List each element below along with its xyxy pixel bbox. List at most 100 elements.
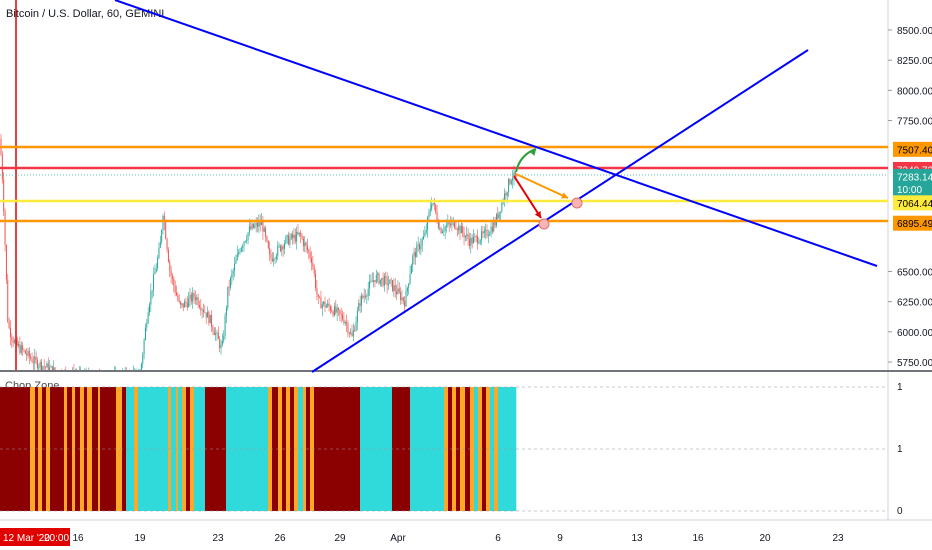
candle xyxy=(231,273,233,278)
time-tick-label: 16 xyxy=(72,533,84,544)
candle xyxy=(459,225,461,234)
candle xyxy=(305,242,307,246)
candle xyxy=(158,247,160,258)
candle xyxy=(348,332,350,334)
candle xyxy=(150,291,152,305)
candle xyxy=(464,235,466,238)
candle xyxy=(333,306,335,316)
candle xyxy=(373,280,375,282)
candle xyxy=(224,315,226,336)
candle xyxy=(448,222,450,224)
candle xyxy=(242,246,244,248)
candle xyxy=(262,221,264,232)
price-label-box xyxy=(893,181,932,197)
candle xyxy=(356,310,358,323)
candle xyxy=(456,229,458,231)
candle xyxy=(378,273,380,284)
candle xyxy=(510,180,512,184)
price-tick-label: 6250.00 xyxy=(897,298,932,309)
chop-zone-band xyxy=(50,387,65,511)
candle xyxy=(497,214,499,219)
price-label-text: 10:00 xyxy=(897,185,922,196)
candle xyxy=(169,261,171,271)
candle xyxy=(174,285,176,293)
candle xyxy=(512,177,514,181)
candle xyxy=(24,350,26,354)
candle xyxy=(340,313,342,315)
candle xyxy=(12,339,14,343)
candle xyxy=(244,241,246,242)
candle xyxy=(166,238,168,250)
candle xyxy=(246,239,248,242)
candle xyxy=(8,321,10,328)
price-label-text: 7507.40 xyxy=(897,145,932,156)
candle xyxy=(325,305,327,308)
candle xyxy=(288,235,290,245)
candle xyxy=(408,283,410,288)
time-tick-label: 16 xyxy=(692,533,704,544)
candle xyxy=(278,245,280,247)
candle xyxy=(311,257,312,263)
candle xyxy=(251,223,253,229)
candle xyxy=(197,297,199,306)
candle xyxy=(431,204,433,210)
candle xyxy=(332,311,334,316)
candle xyxy=(509,178,511,184)
ascending-trendline xyxy=(311,49,809,373)
candle xyxy=(182,303,184,308)
candle xyxy=(494,221,496,226)
current-time-label: 20:00 xyxy=(44,533,69,544)
candle xyxy=(386,277,388,286)
candle xyxy=(440,228,442,234)
candle xyxy=(350,332,352,334)
candle xyxy=(142,354,144,364)
candle xyxy=(435,204,437,213)
candle xyxy=(294,234,296,242)
candle xyxy=(491,226,493,232)
price-tick-label: 7750.00 xyxy=(897,117,932,128)
candle xyxy=(466,234,468,236)
candle xyxy=(398,288,400,293)
candle xyxy=(227,286,229,308)
candle xyxy=(19,344,21,353)
candle xyxy=(271,258,273,261)
candle xyxy=(190,294,192,302)
candle xyxy=(46,363,48,368)
candle xyxy=(306,245,308,251)
candle xyxy=(234,263,236,271)
candle xyxy=(347,323,349,333)
candle xyxy=(493,221,495,232)
candle xyxy=(279,245,281,251)
candle xyxy=(451,222,453,226)
candle xyxy=(470,237,472,246)
candle xyxy=(424,232,426,237)
time-tick-label: 23 xyxy=(212,533,224,544)
candle xyxy=(447,222,449,226)
candle xyxy=(192,293,194,302)
candle xyxy=(504,193,506,202)
price-label-box xyxy=(893,215,932,231)
candle xyxy=(194,297,196,300)
candle xyxy=(219,338,221,349)
candle xyxy=(50,366,52,368)
candle xyxy=(254,225,256,228)
candle xyxy=(267,241,269,249)
chop-zone-band xyxy=(392,387,399,511)
candle xyxy=(32,362,34,364)
candle xyxy=(366,295,368,297)
candle xyxy=(321,304,323,309)
candle xyxy=(143,339,145,355)
chop-zone-band xyxy=(205,387,227,511)
candle xyxy=(406,287,408,292)
candle xyxy=(221,340,223,345)
candle xyxy=(486,229,488,237)
candle xyxy=(428,211,430,218)
candle xyxy=(18,344,20,346)
candle xyxy=(316,287,318,295)
candle xyxy=(238,252,240,254)
price-label-box xyxy=(893,168,932,184)
chop-zone-band xyxy=(116,387,123,511)
candle xyxy=(394,285,396,292)
candle xyxy=(154,272,156,275)
